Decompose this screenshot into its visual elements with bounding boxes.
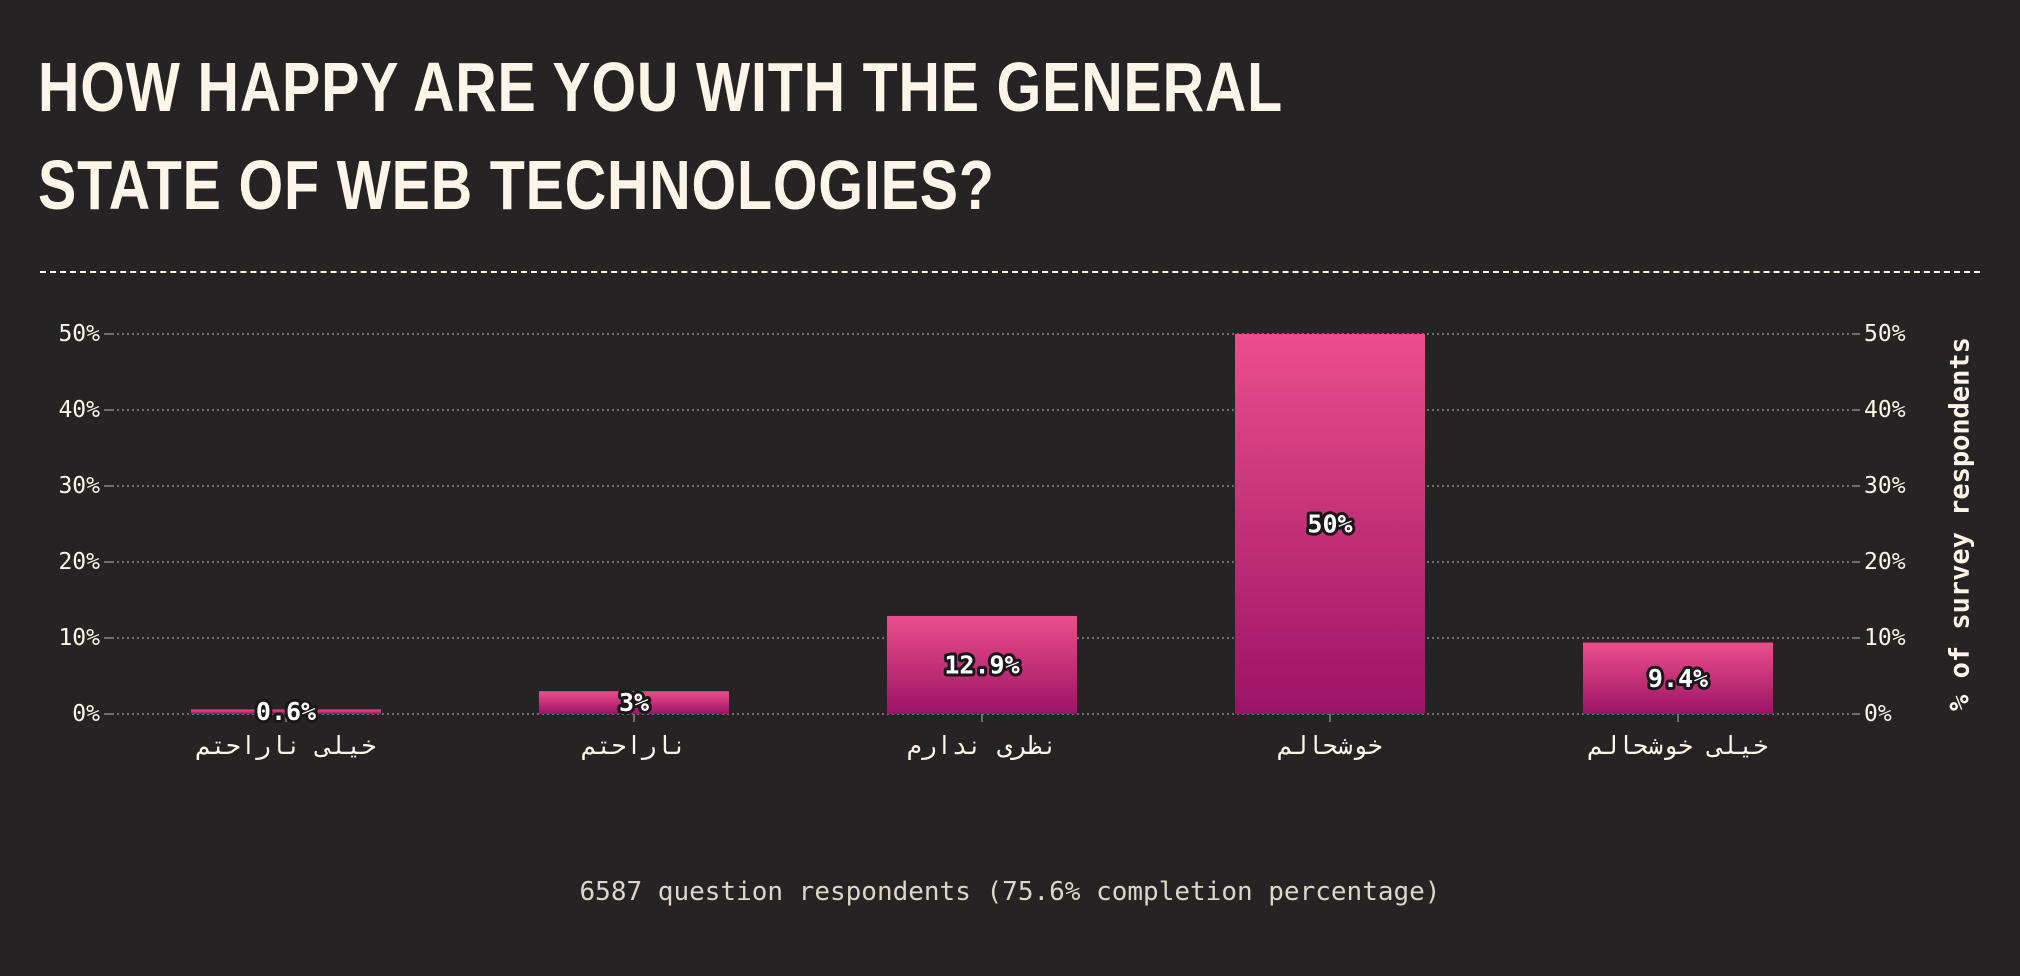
title-divider: [40, 271, 1980, 273]
respondents-note: 6587 question respondents (75.6% complet…: [0, 877, 2020, 907]
y-tick-label: 0%: [1864, 701, 1892, 727]
x-axis: خیلی ناراحتم ناراحتم نظری ندارم خوشحالم خیلی…: [196, 714, 1769, 760]
chart-title: How happy are you with the general state…: [38, 38, 1366, 234]
y-tick-label: 20%: [1864, 549, 1906, 575]
x-category-label: خوشحالم: [1277, 731, 1382, 760]
y-tick-label: 20%: [58, 549, 100, 575]
y-tick-label: 10%: [58, 625, 100, 651]
bar-value-label: 12.9%: [944, 650, 1019, 679]
bar-value-label: 3%: [619, 688, 649, 717]
x-category-label: ناراحتم: [581, 731, 686, 760]
bar-chart: 0% 10% 20% 30% 40% 50% 0% 10% 20% 30% 40% 50% خیلی…: [0, 300, 2020, 820]
y-axis-title: % of survey respondents: [1945, 337, 1976, 711]
right-y-axis: 0% 10% 20% 30% 40% 50%: [1852, 321, 1906, 727]
y-tick-label: 30%: [1864, 473, 1906, 499]
y-tick-label: 0%: [72, 701, 100, 727]
y-tick-label: 40%: [1864, 397, 1906, 423]
x-category-label: نظری ندارم: [907, 731, 1058, 760]
bar-value-label: 9.4%: [1648, 664, 1708, 693]
x-category-label: خیلی خوشحالم: [1588, 731, 1769, 760]
left-y-axis: 0% 10% 20% 30% 40% 50%: [58, 321, 112, 727]
y-tick-label: 10%: [1864, 625, 1906, 651]
y-tick-label: 30%: [58, 473, 100, 499]
y-tick-label: 50%: [58, 321, 100, 347]
bar-value-label: 0.6%: [256, 697, 316, 726]
y-tick-label: 50%: [1864, 321, 1906, 347]
y-tick-label: 40%: [58, 397, 100, 423]
bar-value-label: 50%: [1307, 510, 1352, 539]
x-category-label: خیلی ناراحتم: [196, 731, 377, 760]
